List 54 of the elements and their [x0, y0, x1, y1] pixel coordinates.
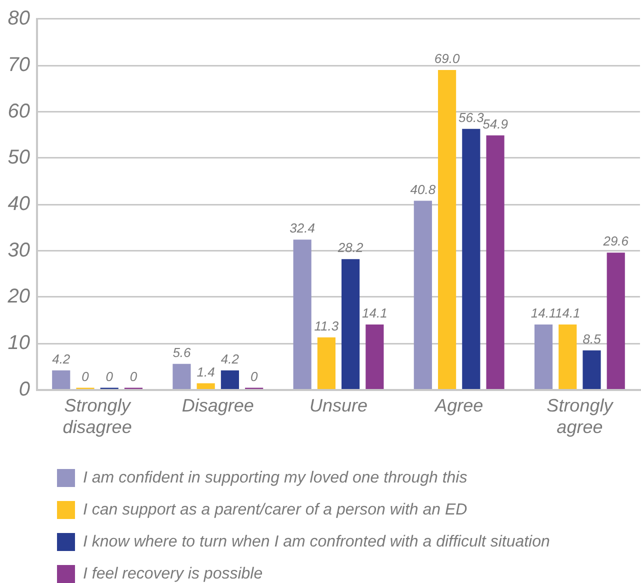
bar: [558, 324, 577, 390]
data-label: 8.5: [582, 332, 602, 347]
data-label: 69.0: [434, 51, 460, 66]
x-tick-label: Disagree: [182, 396, 254, 416]
y-tick-label: 40: [8, 192, 30, 215]
x-tick-label: Strongly disagree: [62, 396, 132, 438]
legend-label: I know where to turn when I am confronted with a difficult situation: [83, 533, 550, 550]
y-tick-label: 60: [8, 100, 30, 122]
data-label: 14.1: [362, 306, 388, 321]
data-label: 4.2: [52, 351, 71, 366]
data-label: 56.3: [458, 110, 485, 125]
x-tick-label: Agree: [434, 396, 484, 416]
data-label: 0: [106, 368, 114, 384]
data-label: 14.1: [554, 306, 580, 321]
data-label: 0: [82, 368, 90, 384]
data-label: 0: [130, 368, 138, 384]
y-tick-label: 70: [8, 54, 30, 76]
bar: [582, 350, 601, 390]
bar: [342, 259, 360, 390]
data-label: 0: [250, 368, 258, 384]
x-tick-label: Unsure: [309, 396, 368, 416]
bar: [438, 70, 456, 390]
y-tick-label: 10: [8, 332, 30, 354]
legend-label: I feel recovery is possible: [83, 565, 263, 582]
data-label: 11.3: [314, 318, 340, 334]
legend-label: I am confident in supporting my loved one through this: [83, 469, 468, 486]
data-label: 4.2: [220, 351, 240, 366]
bar: [52, 370, 70, 390]
y-tick-label: 50: [8, 146, 30, 169]
bar: [293, 240, 312, 390]
y-tick-label: 0: [18, 378, 30, 400]
bar: [196, 383, 215, 390]
bar: [462, 128, 480, 390]
data-label: 5.6: [172, 344, 192, 360]
bar: [606, 252, 625, 390]
y-tick-label: 20: [6, 286, 30, 308]
data-label: 28.2: [336, 240, 364, 256]
data-label: 32.4: [290, 220, 315, 236]
x-tick-label: Strongly agree: [546, 396, 614, 438]
legend-label: I can support as a parent/carer of a person with an ED: [83, 501, 468, 518]
y-tick-label: 80: [8, 8, 30, 30]
bar: [220, 370, 240, 390]
data-label: 1.4: [196, 364, 215, 380]
data-label: 29.6: [602, 234, 630, 249]
bar: [414, 200, 432, 390]
bar: [317, 337, 336, 390]
data-label: 40.8: [410, 182, 436, 197]
bar: [366, 324, 384, 390]
data-label: 54.9: [482, 116, 508, 132]
y-tick-label: 30: [8, 239, 30, 262]
bar: [534, 324, 553, 390]
bar: [172, 364, 191, 390]
data-label: 14.1: [530, 306, 556, 321]
bar: [486, 135, 504, 390]
